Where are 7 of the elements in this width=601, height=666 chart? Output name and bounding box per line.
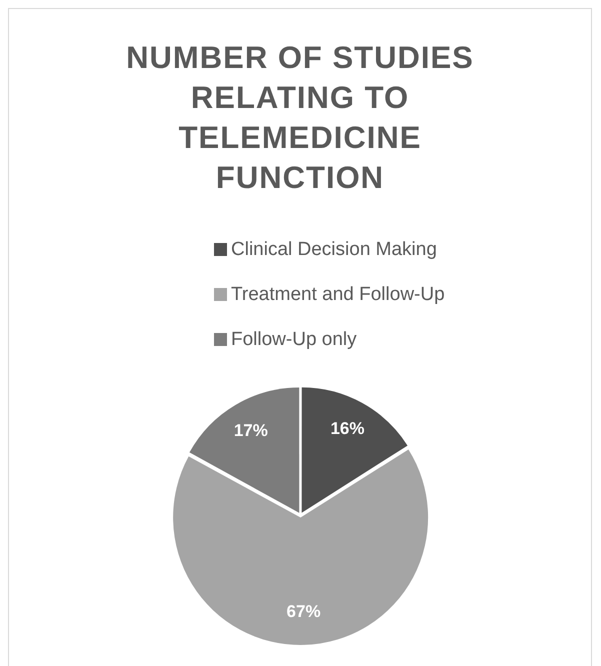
data-label: 17% <box>234 420 268 440</box>
legend-label: Treatment and Follow-Up <box>231 284 445 306</box>
data-label: 67% <box>286 602 321 622</box>
chart-title: NUMBER OF STUDIES RELATING TO TELEMEDICINE FUNCTION <box>125 39 475 197</box>
data-label: 16% <box>330 419 364 438</box>
legend-label: Clinical Decision Making <box>231 238 437 260</box>
legend-label: Follow-Up only <box>231 328 357 350</box>
